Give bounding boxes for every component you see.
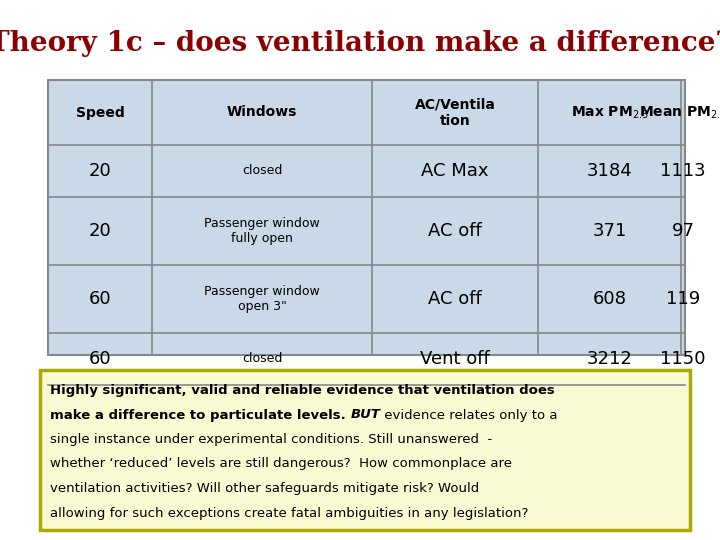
Text: Vent off: Vent off [420, 350, 490, 368]
Text: whether ‘reduced’ levels are still dangerous?  How commonplace are: whether ‘reduced’ levels are still dange… [50, 457, 512, 470]
Text: Passenger window
open 3": Passenger window open 3" [204, 285, 320, 313]
Text: AC off: AC off [428, 290, 482, 308]
Text: Highly significant, valid and reliable evidence that ventilation does: Highly significant, valid and reliable e… [50, 384, 554, 397]
Text: 1150: 1150 [660, 350, 706, 368]
Text: Max PM$_{2.5}$: Max PM$_{2.5}$ [571, 104, 649, 121]
Text: 608: 608 [593, 290, 626, 308]
Text: 3184: 3184 [587, 162, 632, 180]
Text: Theory 1c – does ventilation make a difference?: Theory 1c – does ventilation make a diff… [0, 30, 720, 57]
Text: 97: 97 [672, 222, 695, 240]
Text: Mean PM$_{2.5}$: Mean PM$_{2.5}$ [639, 104, 720, 121]
Bar [48, 80, 685, 355]
Text: 20: 20 [89, 162, 112, 180]
Text: allowing for such exceptions create fatal ambiguities in any legislation?: allowing for such exceptions create fata… [50, 507, 528, 519]
Text: ventilation activities? Will other safeguards mitigate risk? Would: ventilation activities? Will other safeg… [50, 482, 480, 495]
Text: Windows: Windows [227, 105, 297, 119]
Text: 3212: 3212 [587, 350, 632, 368]
Text: make a difference to particulate levels.: make a difference to particulate levels. [50, 408, 351, 422]
Text: AC/Ventila
tion: AC/Ventila tion [415, 97, 495, 127]
Text: AC off: AC off [428, 222, 482, 240]
Text: 60: 60 [89, 350, 112, 368]
Text: closed: closed [242, 165, 282, 178]
Text: Passenger window
fully open: Passenger window fully open [204, 217, 320, 245]
Text: 371: 371 [593, 222, 626, 240]
Text: 119: 119 [666, 290, 700, 308]
Bar [40, 370, 690, 530]
Text: 60: 60 [89, 290, 112, 308]
Text: evidence relates only to a: evidence relates only to a [380, 408, 558, 422]
Text: 20: 20 [89, 222, 112, 240]
Text: single instance under experimental conditions. Still unanswered  -: single instance under experimental condi… [50, 433, 492, 446]
Text: AC Max: AC Max [421, 162, 489, 180]
Text: Speed: Speed [76, 105, 125, 119]
Text: closed: closed [242, 353, 282, 366]
Text: 1113: 1113 [660, 162, 706, 180]
Text: BUT: BUT [351, 408, 380, 422]
